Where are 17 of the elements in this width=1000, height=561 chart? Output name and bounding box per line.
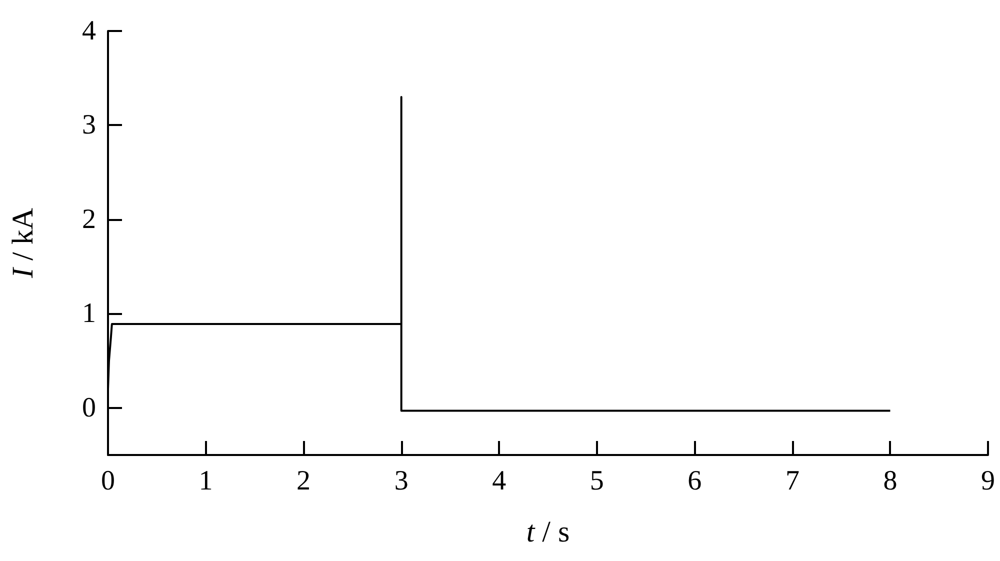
y-tick-label: 2 bbox=[82, 204, 96, 235]
x-tick-label: 2 bbox=[296, 466, 311, 496]
x-tick-label: 0 bbox=[101, 466, 115, 496]
y-axis-title: I / kA bbox=[6, 208, 40, 279]
x-tick-label: 8 bbox=[883, 466, 898, 496]
x-axis-title: t / s bbox=[526, 516, 570, 548]
x-tick-label: 7 bbox=[785, 466, 800, 496]
x-tick-label: 1 bbox=[198, 466, 213, 496]
y-tick-label: 1 bbox=[82, 298, 96, 330]
x-tick-label: 9 bbox=[981, 466, 995, 496]
x-tick-label: 6 bbox=[688, 466, 702, 496]
y-tick-label: 4 bbox=[82, 16, 96, 46]
x-tick-label: 4 bbox=[492, 466, 506, 496]
x-tick-label: 3 bbox=[394, 466, 408, 496]
y-tick-label: 3 bbox=[82, 110, 96, 141]
y-tick-label: 0 bbox=[82, 392, 96, 424]
x-tick-label: 5 bbox=[590, 466, 604, 496]
